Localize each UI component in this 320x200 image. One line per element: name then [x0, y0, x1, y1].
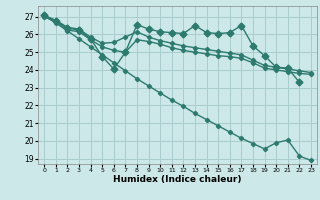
X-axis label: Humidex (Indice chaleur): Humidex (Indice chaleur) [113, 175, 242, 184]
